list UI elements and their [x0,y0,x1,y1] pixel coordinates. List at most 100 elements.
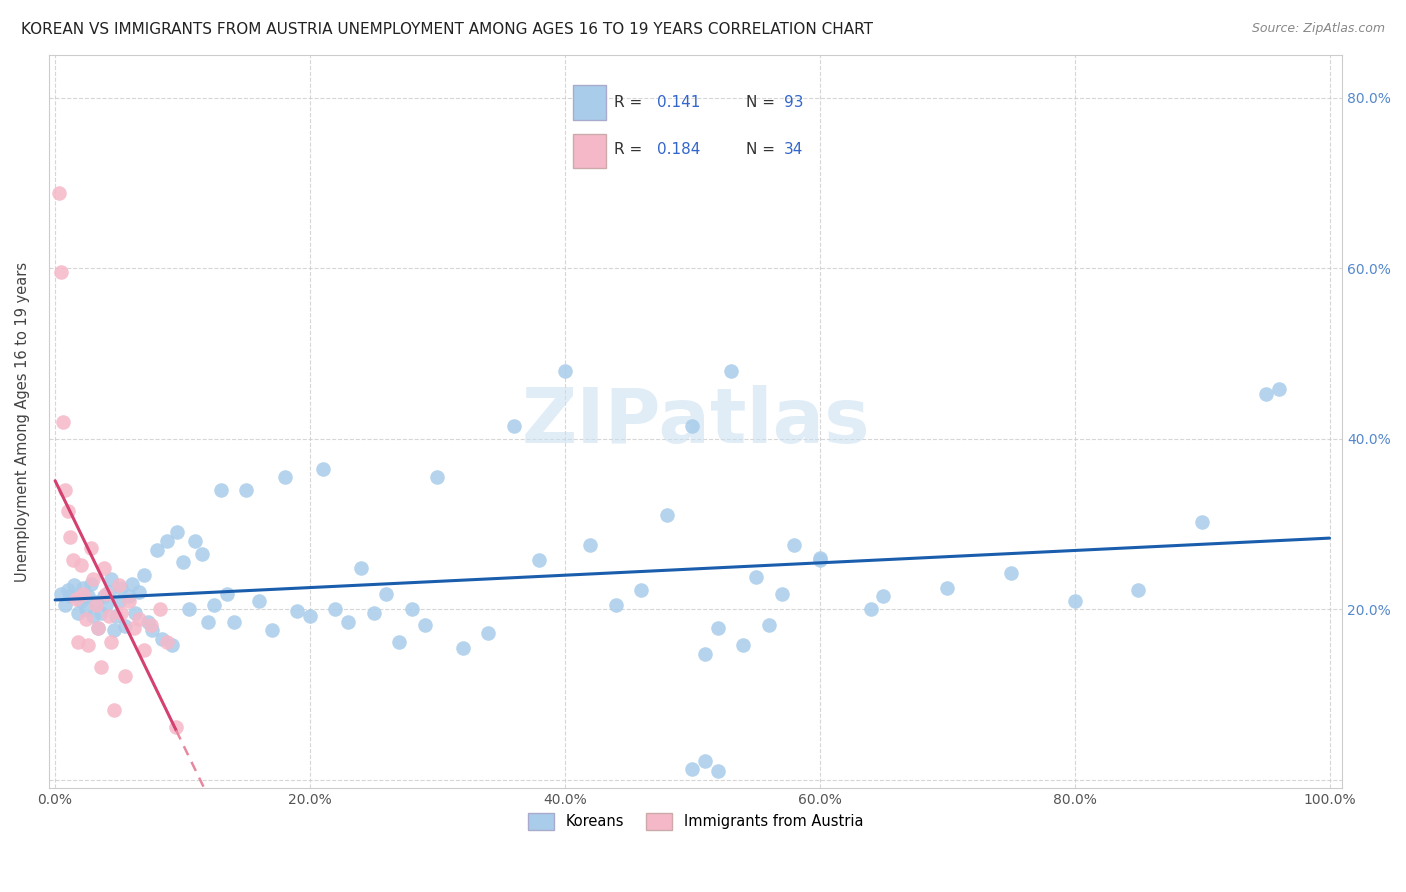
Point [100,572,122,586]
Point [122,621,145,635]
Point [100,634,122,648]
Point [105,609,128,624]
Point [136,615,159,629]
Point [52,415,75,429]
Point [93,590,115,604]
Point [209,483,232,497]
Point [87,621,110,635]
Point [94,587,117,601]
Text: KOREAN VS IMMIGRANTS FROM AUSTRIA UNEMPLOYMENT AMONG AGES 16 TO 19 YEARS CORRELA: KOREAN VS IMMIGRANTS FROM AUSTRIA UNEMPL… [21,22,873,37]
Point [681,763,703,777]
Point [128,585,150,599]
Point [134,643,156,657]
Point [375,587,398,601]
Point [59,590,82,604]
Point [121,576,143,591]
Point [720,363,742,377]
Point [87,621,110,635]
Point [84,595,107,609]
Point [108,578,131,592]
Point [363,607,385,621]
Point [426,470,449,484]
Point [260,624,283,638]
Point [184,533,207,548]
Point [172,555,194,569]
Point [156,533,179,548]
Point [108,593,131,607]
Point [146,542,169,557]
Point [758,617,780,632]
Point [53,598,76,612]
Point [285,604,308,618]
Point [114,619,136,633]
Y-axis label: Unemployment Among Ages 16 to 19 years: Unemployment Among Ages 16 to 19 years [15,261,30,582]
Point [190,547,212,561]
Point [204,598,226,612]
Point [124,607,146,621]
Point [97,609,120,624]
Point [1000,566,1022,581]
Point [162,638,184,652]
Point [67,607,90,621]
Point [59,530,82,544]
Point [503,418,526,433]
Point [141,624,163,638]
Point [605,598,627,612]
Point [67,634,90,648]
Point [150,632,173,646]
Point [630,583,652,598]
Point [325,602,347,616]
Point [114,668,136,682]
Point [936,581,959,595]
Point [1063,593,1085,607]
Point [51,265,73,279]
Point [1191,515,1213,529]
Point [149,602,172,616]
Point [529,553,551,567]
Point [655,508,678,523]
Point [90,660,112,674]
Point [110,581,132,595]
Point [401,602,423,616]
Point [413,617,436,632]
Point [156,634,179,648]
Point [90,607,112,621]
Point [48,186,70,201]
Point [1254,387,1277,401]
Point [388,634,411,648]
Point [222,615,245,629]
Point [197,615,219,629]
Point [872,590,894,604]
Point [733,638,755,652]
Point [103,703,125,717]
Point [118,593,141,607]
Point [72,587,94,601]
Point [166,525,188,540]
Text: ZIPatlas: ZIPatlas [522,384,870,458]
Point [118,590,141,604]
Point [69,593,91,607]
Point [1267,382,1289,396]
Point [859,602,882,616]
Point [97,585,120,599]
Legend: Koreans, Immigrants from Austria: Koreans, Immigrants from Austria [522,807,869,836]
Point [82,572,104,586]
Point [75,602,97,616]
Point [103,624,125,638]
Point [72,581,94,595]
Point [128,612,150,626]
Point [80,576,103,591]
Point [693,754,716,768]
Point [783,538,806,552]
Point [51,587,73,601]
Point [312,461,335,475]
Point [451,640,474,655]
Point [350,561,373,575]
Point [84,598,107,612]
Point [217,587,239,601]
Point [554,363,576,377]
Point [337,615,360,629]
Point [298,609,321,624]
Point [69,558,91,572]
Point [1128,583,1150,598]
